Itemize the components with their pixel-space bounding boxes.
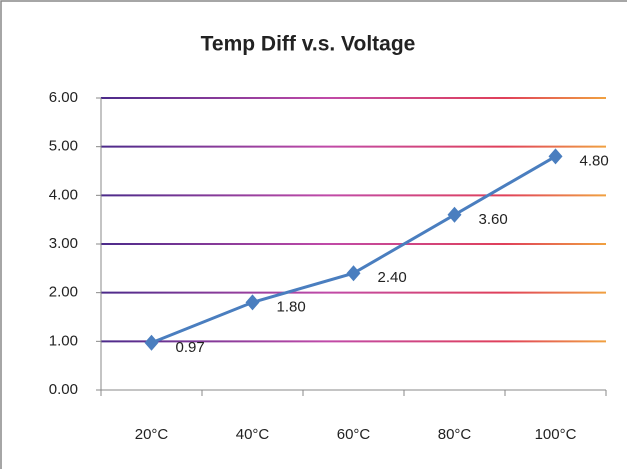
- data-label: 1.80: [277, 298, 306, 315]
- marker: [144, 334, 159, 351]
- x-tick-label: 20°C: [135, 426, 169, 443]
- x-tick-label: 60°C: [337, 426, 371, 443]
- y-tick-label: 2.00: [49, 284, 78, 301]
- data-label: 2.40: [378, 269, 407, 286]
- data-label: 0.97: [176, 339, 205, 356]
- data-label: 3.60: [479, 211, 508, 228]
- y-tick-label: 0.00: [49, 381, 78, 398]
- x-tick-label: 40°C: [236, 426, 270, 443]
- chart-title: Temp Diff v.s. Voltage: [201, 33, 416, 56]
- y-tick-label: 1.00: [49, 332, 78, 349]
- y-tick-label: 6.00: [49, 89, 78, 106]
- y-tick-label: 3.00: [49, 235, 78, 252]
- y-tick-label: 5.00: [49, 138, 78, 155]
- data-label: 4.80: [580, 152, 609, 169]
- x-tick-label: 100°C: [535, 426, 577, 443]
- marker: [447, 206, 462, 223]
- x-tick-label: 80°C: [438, 426, 472, 443]
- marker: [548, 148, 563, 165]
- y-tick-label: 4.00: [49, 186, 78, 203]
- marker: [346, 265, 361, 282]
- marker: [245, 294, 260, 311]
